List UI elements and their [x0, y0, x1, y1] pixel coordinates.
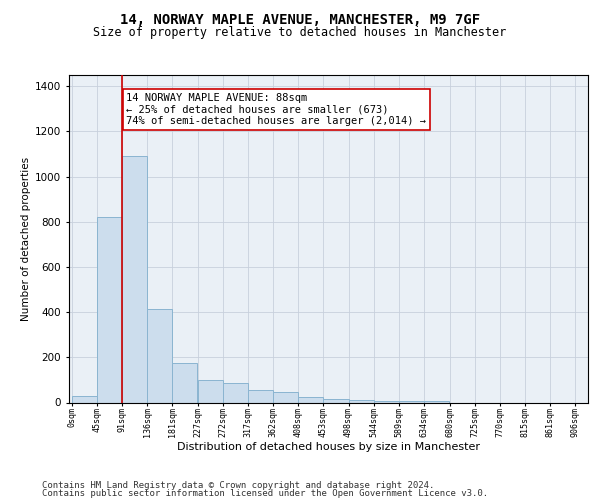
- Y-axis label: Number of detached properties: Number of detached properties: [21, 156, 31, 321]
- Bar: [148, 309, 172, 402]
- Bar: [122, 156, 148, 402]
- X-axis label: Distribution of detached houses by size in Manchester: Distribution of detached houses by size …: [177, 442, 480, 452]
- Text: Size of property relative to detached houses in Manchester: Size of property relative to detached ho…: [94, 26, 506, 39]
- Text: Contains HM Land Registry data © Crown copyright and database right 2024.: Contains HM Land Registry data © Crown c…: [42, 480, 434, 490]
- Bar: [172, 363, 197, 403]
- Bar: [298, 397, 323, 402]
- Text: 14, NORWAY MAPLE AVENUE, MANCHESTER, M9 7GF: 14, NORWAY MAPLE AVENUE, MANCHESTER, M9 …: [120, 12, 480, 26]
- Text: Contains public sector information licensed under the Open Government Licence v3: Contains public sector information licen…: [42, 489, 488, 498]
- Text: 14 NORWAY MAPLE AVENUE: 88sqm
← 25% of detached houses are smaller (673)
74% of : 14 NORWAY MAPLE AVENUE: 88sqm ← 25% of d…: [126, 93, 426, 126]
- Bar: [349, 400, 374, 402]
- Bar: [323, 399, 349, 402]
- Bar: [273, 392, 298, 402]
- Bar: [97, 218, 122, 402]
- Bar: [198, 380, 223, 402]
- Bar: [248, 390, 273, 402]
- Bar: [223, 384, 248, 402]
- Bar: [72, 396, 97, 402]
